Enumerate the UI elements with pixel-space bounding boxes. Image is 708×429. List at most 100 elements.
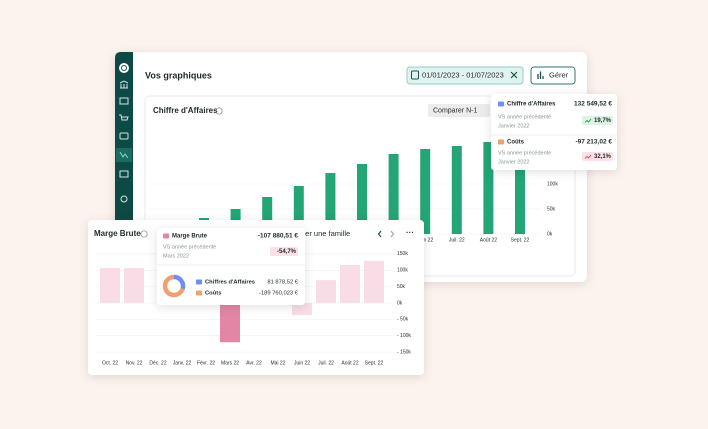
change-badge [582,152,613,161]
x-tick-label: Juin 22 [294,360,310,366]
tooltip-panel [157,228,305,305]
bar [100,267,120,303]
x-tick-label: Juil. 22 [449,237,465,243]
bar [515,138,525,234]
y-tick-label: 0k [397,300,403,306]
tooltip-amount: -97 213,02 € [575,139,612,146]
clear-date[interactable] [510,71,518,79]
manage-icon [537,71,544,79]
tooltip-compare: VS année précédente [163,244,216,250]
bar [293,186,304,234]
change-value: 32,1% [594,154,612,160]
margin-title: Marge Brute [94,229,141,238]
tooltip-series: Marge Brute [172,234,208,240]
tooltip-panel [491,94,617,170]
bar [220,303,240,343]
y-tick-label: - 50k [397,317,409,323]
y-tick-label: 150k [397,251,408,257]
margin-chart: 150k 100k 50k 0k - 50k - 100k - 150k Oct. 22 Nov… [96,251,411,366]
x-tick-label: Mars 22 [221,360,239,366]
change-badge [582,116,613,125]
y-tick-label: - 150k [397,349,411,355]
compare-label: Comparer N-1 [433,107,477,114]
tooltip-period: Janvier 2022 [498,159,530,165]
donut-segment [162,274,185,298]
bar [340,265,360,303]
prev-arrow[interactable] [377,230,382,238]
y-tick-label: 50k [397,284,406,290]
donut-segment [173,274,186,290]
change-badge [270,247,298,256]
tooltip-series: Coûts [507,140,525,146]
icon-chart[interactable] [119,151,129,159]
date-range: 01/01/2023 - 01/07/2023 [422,70,504,79]
logo[interactable] [119,63,129,73]
revenue-chart: 0k 50k 100k Juin 22 Juil. 22 Août 22 Sept. 22 [150,138,558,243]
bar [483,142,494,234]
x-tick-label: Avr. 22 [246,360,262,366]
y-tick-label: - 100k [397,333,411,339]
x-tick-label: Août 22 [480,237,497,243]
x-tick-label: Déc. 22 [149,360,166,366]
bar [124,267,144,303]
icon-box[interactable] [119,132,129,140]
icon-cart[interactable] [119,114,129,121]
item-amount: -189 760,023 € [259,291,299,297]
x-tick-label: Janv. 22 [173,360,192,366]
tooltip-period: Janvier 2022 [498,123,530,129]
bar [292,303,312,316]
legend-swatch [498,101,504,107]
margin-tooltip: Marge Brute -107 880,51 € VS année précé… [157,228,305,305]
sidebar-icons [116,63,132,203]
x-tick-label: Févr. 22 [197,360,215,366]
manage-button[interactable] [530,66,576,85]
compare-toggle[interactable] [428,104,490,117]
revenue-tooltip: Chiffre d'Affaires 132 549,52 € VS année… [491,94,617,170]
info-icon[interactable] [140,230,148,238]
tooltip-compare: VS année précédente [498,150,551,156]
x-tick-label: Juin 22 [417,237,433,243]
change-value: -54,7% [277,249,297,255]
trend-icon [584,154,592,159]
logo-mark [121,65,127,71]
y-tick-label: 100k [547,181,558,187]
tooltip-amount: 132 549,52 € [574,101,612,108]
item-amount: 81 878,52 € [267,280,298,286]
y-tick-label: 100k [397,268,408,274]
legend-swatch [498,139,504,145]
revenue-title: Chiffre d'Affaires [153,106,218,115]
date-picker[interactable] [406,66,524,85]
bar [357,164,367,234]
info-icon[interactable] [215,107,223,115]
tooltip-period: Mars 2022 [163,253,189,259]
icon-bank[interactable] [119,80,129,89]
x-tick-label: Oct. 22 [102,360,118,366]
bar [262,197,273,234]
x-tick-label: Juil. 22 [318,360,334,366]
manage-label: Gérer [549,70,569,79]
tooltip-compare: VS année précédente [498,114,551,120]
icon-doc[interactable] [119,170,129,178]
calendar-icon [411,70,419,80]
legend-swatch [163,233,169,239]
bar [388,154,399,234]
more-menu[interactable]: ··· [406,228,414,237]
tooltip-series: Chiffre d'Affaires [507,102,556,108]
x-tick-label: Nov. 22 [126,360,143,366]
icon-settings[interactable] [120,195,128,203]
x-tick-label: Sept. 22 [511,237,530,243]
icon-card[interactable] [119,97,129,105]
item-name: Chiffres d'Affaires [205,280,255,286]
y-tick-label: 0k [547,231,553,237]
bar [451,146,462,234]
legend-swatch [196,279,202,285]
trend-icon [584,118,592,123]
y-tick-label: 50k [547,206,556,212]
x-tick-label: Août 22 [341,360,358,366]
item-name: Coûts [205,291,221,297]
x-tick-label: Mai 22 [270,360,285,366]
change-value: 19,7% [594,118,612,124]
next-arrow[interactable] [390,230,395,238]
add-family[interactable]: + Ajouter une famille [282,229,350,238]
